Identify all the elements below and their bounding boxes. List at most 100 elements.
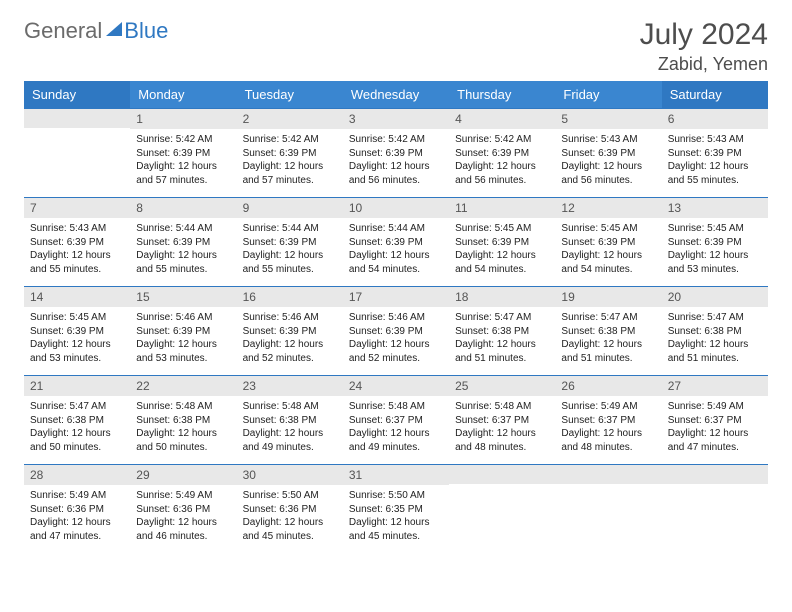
calendar-cell: 11Sunrise: 5:45 AMSunset: 6:39 PMDayligh… — [449, 198, 555, 287]
sunset-text: Sunset: 6:39 PM — [561, 147, 655, 161]
sunrise-text: Sunrise: 5:50 AM — [349, 489, 443, 503]
daylight-text: Daylight: 12 hours and 56 minutes. — [561, 160, 655, 187]
sunset-text: Sunset: 6:39 PM — [30, 236, 124, 250]
daylight-text: Daylight: 12 hours and 47 minutes. — [668, 427, 762, 454]
daylight-text: Daylight: 12 hours and 53 minutes. — [30, 338, 124, 365]
sunset-text: Sunset: 6:39 PM — [668, 147, 762, 161]
day-body: Sunrise: 5:42 AMSunset: 6:39 PMDaylight:… — [237, 129, 343, 197]
sunset-text: Sunset: 6:35 PM — [349, 503, 443, 517]
sunrise-text: Sunrise: 5:48 AM — [455, 400, 549, 414]
day-body: Sunrise: 5:47 AMSunset: 6:38 PMDaylight:… — [662, 307, 768, 375]
day-body: Sunrise: 5:46 AMSunset: 6:39 PMDaylight:… — [237, 307, 343, 375]
day-number: 9 — [237, 198, 343, 218]
day-number: 8 — [130, 198, 236, 218]
daylight-text: Daylight: 12 hours and 46 minutes. — [136, 516, 230, 543]
day-body: Sunrise: 5:47 AMSunset: 6:38 PMDaylight:… — [449, 307, 555, 375]
day-body: Sunrise: 5:49 AMSunset: 6:36 PMDaylight:… — [130, 485, 236, 553]
day-body: Sunrise: 5:44 AMSunset: 6:39 PMDaylight:… — [237, 218, 343, 286]
day-number: 19 — [555, 287, 661, 307]
day-number: 28 — [24, 465, 130, 485]
weekday-header: Monday — [130, 81, 236, 109]
sunrise-text: Sunrise: 5:42 AM — [136, 133, 230, 147]
calendar-cell: 2Sunrise: 5:42 AMSunset: 6:39 PMDaylight… — [237, 109, 343, 198]
sunset-text: Sunset: 6:39 PM — [349, 236, 443, 250]
daylight-text: Daylight: 12 hours and 56 minutes. — [455, 160, 549, 187]
day-body: Sunrise: 5:44 AMSunset: 6:39 PMDaylight:… — [343, 218, 449, 286]
day-body: Sunrise: 5:47 AMSunset: 6:38 PMDaylight:… — [555, 307, 661, 375]
calendar-cell: 19Sunrise: 5:47 AMSunset: 6:38 PMDayligh… — [555, 287, 661, 376]
daylight-text: Daylight: 12 hours and 53 minutes. — [668, 249, 762, 276]
daylight-text: Daylight: 12 hours and 55 minutes. — [243, 249, 337, 276]
day-body: Sunrise: 5:48 AMSunset: 6:38 PMDaylight:… — [237, 396, 343, 464]
daylight-text: Daylight: 12 hours and 47 minutes. — [30, 516, 124, 543]
logo-sail-icon — [106, 22, 122, 36]
sunrise-text: Sunrise: 5:48 AM — [349, 400, 443, 414]
calendar-cell: 21Sunrise: 5:47 AMSunset: 6:38 PMDayligh… — [24, 376, 130, 465]
location-label: Zabid, Yemen — [640, 54, 768, 75]
day-number: 14 — [24, 287, 130, 307]
day-body — [662, 484, 768, 546]
logo-text-blue: Blue — [124, 18, 168, 44]
calendar-cell: 20Sunrise: 5:47 AMSunset: 6:38 PMDayligh… — [662, 287, 768, 376]
sunrise-text: Sunrise: 5:49 AM — [668, 400, 762, 414]
day-body: Sunrise: 5:46 AMSunset: 6:39 PMDaylight:… — [343, 307, 449, 375]
daylight-text: Daylight: 12 hours and 49 minutes. — [349, 427, 443, 454]
calendar-cell: 10Sunrise: 5:44 AMSunset: 6:39 PMDayligh… — [343, 198, 449, 287]
sunset-text: Sunset: 6:38 PM — [455, 325, 549, 339]
calendar-cell: 12Sunrise: 5:45 AMSunset: 6:39 PMDayligh… — [555, 198, 661, 287]
sunset-text: Sunset: 6:39 PM — [30, 325, 124, 339]
header: General Blue July 2024 Zabid, Yemen — [24, 18, 768, 75]
sunset-text: Sunset: 6:39 PM — [136, 147, 230, 161]
day-number: 24 — [343, 376, 449, 396]
day-body: Sunrise: 5:42 AMSunset: 6:39 PMDaylight:… — [343, 129, 449, 197]
sunrise-text: Sunrise: 5:46 AM — [243, 311, 337, 325]
day-body — [555, 484, 661, 546]
daylight-text: Daylight: 12 hours and 50 minutes. — [136, 427, 230, 454]
day-body — [449, 484, 555, 546]
daylight-text: Daylight: 12 hours and 57 minutes. — [243, 160, 337, 187]
day-body: Sunrise: 5:44 AMSunset: 6:39 PMDaylight:… — [130, 218, 236, 286]
day-number — [662, 465, 768, 484]
calendar-cell: 9Sunrise: 5:44 AMSunset: 6:39 PMDaylight… — [237, 198, 343, 287]
calendar-cell: 27Sunrise: 5:49 AMSunset: 6:37 PMDayligh… — [662, 376, 768, 465]
sunset-text: Sunset: 6:38 PM — [561, 325, 655, 339]
calendar-cell: 15Sunrise: 5:46 AMSunset: 6:39 PMDayligh… — [130, 287, 236, 376]
sunset-text: Sunset: 6:39 PM — [243, 325, 337, 339]
day-body: Sunrise: 5:48 AMSunset: 6:38 PMDaylight:… — [130, 396, 236, 464]
sunrise-text: Sunrise: 5:44 AM — [349, 222, 443, 236]
calendar-cell: 25Sunrise: 5:48 AMSunset: 6:37 PMDayligh… — [449, 376, 555, 465]
daylight-text: Daylight: 12 hours and 54 minutes. — [349, 249, 443, 276]
sunrise-text: Sunrise: 5:44 AM — [243, 222, 337, 236]
calendar-cell: 30Sunrise: 5:50 AMSunset: 6:36 PMDayligh… — [237, 465, 343, 554]
calendar-cell: 6Sunrise: 5:43 AMSunset: 6:39 PMDaylight… — [662, 109, 768, 198]
calendar-cell: 16Sunrise: 5:46 AMSunset: 6:39 PMDayligh… — [237, 287, 343, 376]
daylight-text: Daylight: 12 hours and 55 minutes. — [668, 160, 762, 187]
day-number: 29 — [130, 465, 236, 485]
day-body: Sunrise: 5:42 AMSunset: 6:39 PMDaylight:… — [449, 129, 555, 197]
day-number: 3 — [343, 109, 449, 129]
calendar-week-row: 21Sunrise: 5:47 AMSunset: 6:38 PMDayligh… — [24, 376, 768, 465]
day-number — [555, 465, 661, 484]
sunset-text: Sunset: 6:37 PM — [561, 414, 655, 428]
calendar-cell: 5Sunrise: 5:43 AMSunset: 6:39 PMDaylight… — [555, 109, 661, 198]
calendar-week-row: 14Sunrise: 5:45 AMSunset: 6:39 PMDayligh… — [24, 287, 768, 376]
calendar-cell: 23Sunrise: 5:48 AMSunset: 6:38 PMDayligh… — [237, 376, 343, 465]
weekday-header: Friday — [555, 81, 661, 109]
sunset-text: Sunset: 6:39 PM — [349, 147, 443, 161]
sunrise-text: Sunrise: 5:48 AM — [136, 400, 230, 414]
day-body — [24, 128, 130, 190]
calendar-table: SundayMondayTuesdayWednesdayThursdayFrid… — [24, 81, 768, 553]
sunrise-text: Sunrise: 5:50 AM — [243, 489, 337, 503]
day-number: 15 — [130, 287, 236, 307]
day-number: 10 — [343, 198, 449, 218]
sunset-text: Sunset: 6:36 PM — [136, 503, 230, 517]
day-body: Sunrise: 5:45 AMSunset: 6:39 PMDaylight:… — [449, 218, 555, 286]
weekday-header: Thursday — [449, 81, 555, 109]
day-body: Sunrise: 5:45 AMSunset: 6:39 PMDaylight:… — [662, 218, 768, 286]
day-body: Sunrise: 5:43 AMSunset: 6:39 PMDaylight:… — [24, 218, 130, 286]
daylight-text: Daylight: 12 hours and 55 minutes. — [30, 249, 124, 276]
title-block: July 2024 Zabid, Yemen — [640, 18, 768, 75]
day-body: Sunrise: 5:47 AMSunset: 6:38 PMDaylight:… — [24, 396, 130, 464]
day-number: 13 — [662, 198, 768, 218]
calendar-cell: 22Sunrise: 5:48 AMSunset: 6:38 PMDayligh… — [130, 376, 236, 465]
